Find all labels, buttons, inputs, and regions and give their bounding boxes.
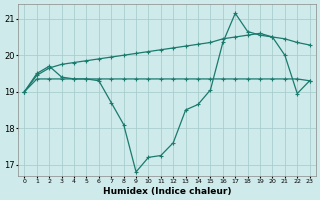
X-axis label: Humidex (Indice chaleur): Humidex (Indice chaleur) (103, 187, 231, 196)
